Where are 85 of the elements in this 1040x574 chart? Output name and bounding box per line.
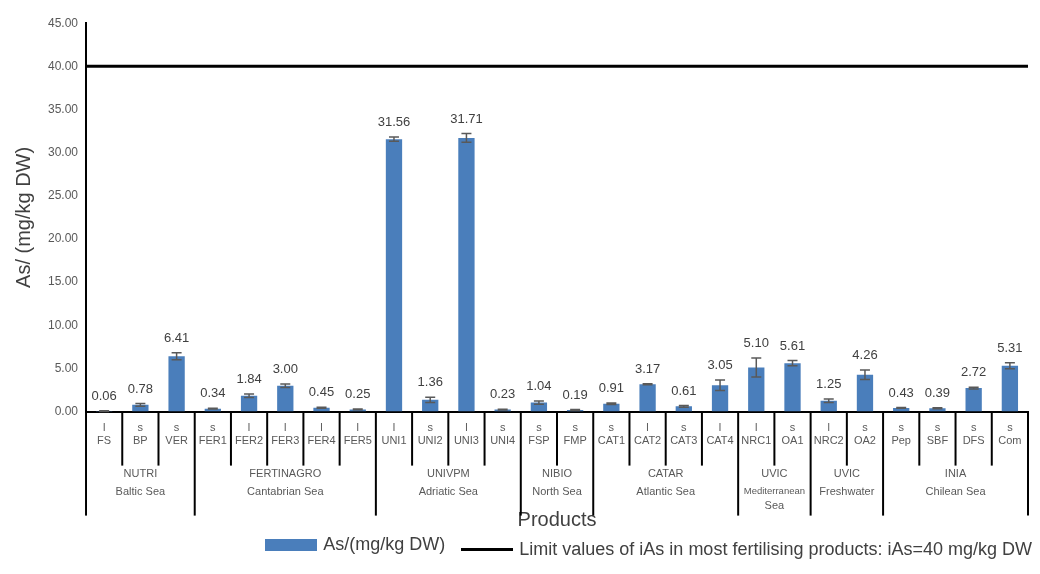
x-tick-label: s VER (165, 421, 188, 447)
y-tick-label: 30.00 (48, 144, 79, 159)
data-label: 1.25 (816, 376, 842, 392)
data-label: 3.05 (707, 357, 733, 373)
bar (639, 384, 656, 412)
y-tick-label: 45.00 (48, 15, 79, 30)
y-tick-label: 25.00 (48, 188, 79, 203)
data-label: 0.25 (345, 386, 371, 402)
data-label: 1.36 (417, 374, 443, 390)
text: UVIC Mediterranean Sea (743, 466, 806, 511)
x-tick-label: s UNI4 (490, 421, 516, 447)
bar (168, 356, 185, 412)
x-tick-label: s Pep (891, 421, 911, 447)
data-label: 0.61 (671, 382, 697, 398)
x-tick-label: s DFS (962, 421, 985, 447)
data-label: 0.91 (598, 379, 625, 395)
x-tick-label: l CAT2 (633, 421, 662, 447)
data-label: 5.61 (779, 337, 806, 353)
bar (748, 367, 765, 412)
x-tick-label: s OA1 (781, 421, 804, 447)
x-tick-label: s UNI2 (417, 421, 443, 447)
y-tick-label: 20.00 (48, 231, 79, 246)
data-label: 0.45 (308, 384, 335, 400)
text: NIBIO North Sea (532, 466, 583, 497)
x-tick-label: s FSP (528, 421, 550, 447)
data-label: 31.56 (377, 114, 411, 130)
data-label: 2.72 (961, 364, 987, 380)
data-label: 31.71 (450, 110, 483, 126)
legend-label: Limit values of iAs in most fertilising products: iAs=40 mg/kg DW (519, 538, 1032, 560)
bar (711, 385, 729, 412)
data-label: 6.41 (163, 329, 190, 345)
bar (277, 385, 294, 412)
text: INIA Chilean Sea (925, 466, 987, 497)
data-label: 0.06 (91, 387, 117, 403)
bar (385, 139, 403, 412)
legend-label: As/(mg/kg DW) (323, 534, 446, 555)
x-tick-label: l FER3 (271, 421, 300, 447)
x-tick-label: s SBF (926, 421, 949, 447)
x-tick-label: l CAT4 (706, 421, 734, 447)
data-label: 3.00 (272, 361, 298, 377)
data-label: 0.23 (490, 386, 516, 402)
x-tick-label: s CAT3 (670, 421, 698, 447)
data-label: 0.43 (888, 384, 914, 400)
data-label: 0.78 (127, 380, 154, 396)
data-label: 0.39 (924, 384, 951, 400)
x-tick-label: l UNI3 (453, 421, 479, 447)
text: NUTRI Baltic Sea (115, 466, 167, 497)
text: UVIC Freshwater (819, 466, 875, 497)
x-tick-label: l UNI1 (381, 421, 407, 447)
x-tick-label: s Com (998, 421, 1022, 447)
x-tick-label: l NRC1 (741, 421, 772, 447)
data-label: 0.19 (562, 386, 588, 402)
x-tick-label: s CAT1 (597, 421, 626, 447)
data-label: 1.04 (526, 377, 552, 393)
text: FERTINAGRO Cantabrian Sea (247, 466, 325, 497)
x-tick-label: l NRC2 (813, 421, 844, 447)
y-axis-title: As/ (mg/kg DW) (11, 146, 34, 288)
data-label: 3.17 (634, 360, 661, 376)
data-label: 5.31 (997, 339, 1023, 355)
x-tick-label: l FER5 (343, 421, 372, 447)
x-tick-label: s OA2 (853, 421, 876, 447)
y-tick-label: 35.00 (48, 101, 79, 116)
bar (856, 374, 874, 412)
y-tick-label: 15.00 (48, 274, 79, 289)
bar (965, 388, 982, 412)
data-label: 0.34 (200, 385, 226, 401)
y-tick-label: 5.00 (54, 360, 79, 375)
text: CATAR Atlantic Sea (636, 466, 696, 497)
x-tick-label: s FER1 (198, 421, 227, 447)
data-label: 4.26 (852, 347, 878, 363)
data-label: 1.84 (236, 371, 262, 387)
x-tick-label: l FER2 (235, 421, 264, 447)
x-axis-title: Products (517, 507, 597, 530)
x-tick-label: l FER4 (307, 421, 336, 447)
bar (1001, 365, 1019, 412)
bar (784, 363, 801, 412)
text: UNIVPM Adriatic Sea (418, 466, 479, 497)
x-tick-label: s BP (133, 421, 148, 447)
x-tick-label: l FS (97, 421, 112, 447)
data-label: 5.10 (743, 335, 769, 351)
y-tick-label: 40.00 (48, 58, 79, 73)
x-tick-label: s FMP (563, 421, 587, 447)
bar (458, 137, 475, 412)
y-tick-label: 0.00 (54, 403, 79, 418)
y-tick-label: 10.00 (48, 317, 79, 332)
